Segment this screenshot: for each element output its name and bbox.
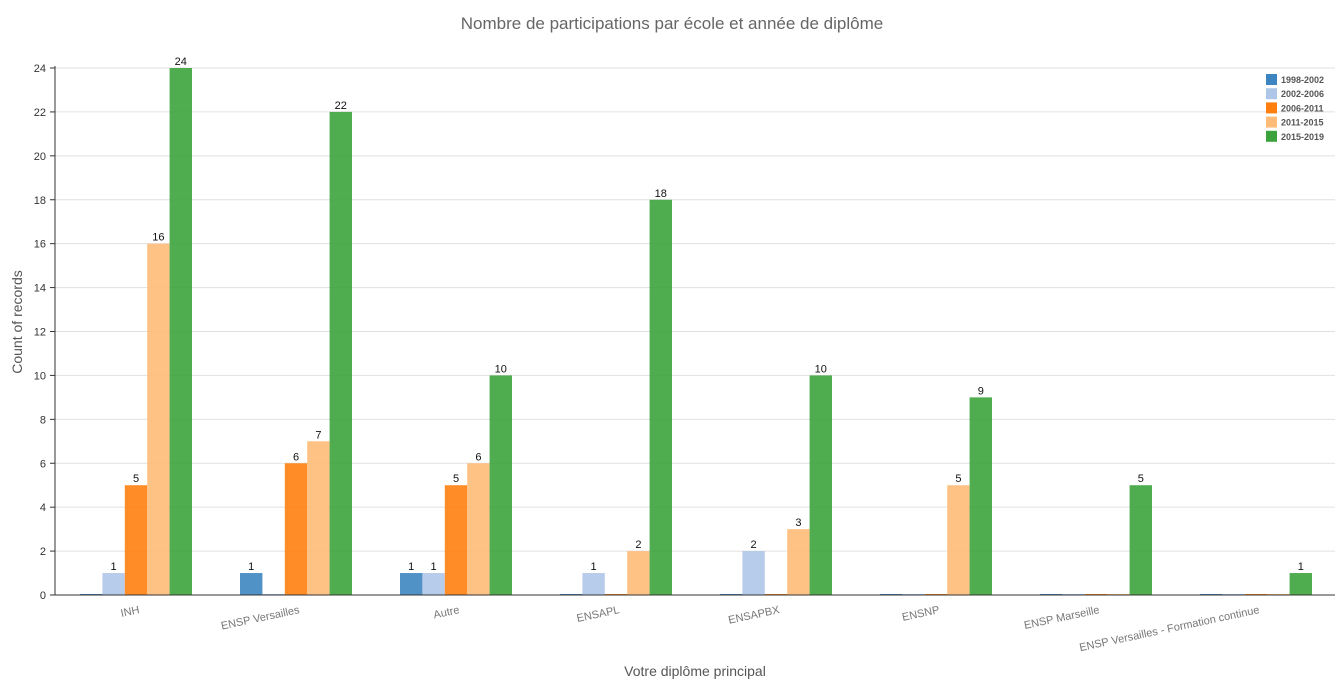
bar-2006-2011[interactable] xyxy=(444,485,468,595)
bar-2011-2015[interactable] xyxy=(467,463,490,595)
x-tick-label: ENSP Versailles xyxy=(220,604,301,632)
data-label: 3 xyxy=(795,517,801,529)
bar-2015-2019[interactable] xyxy=(969,397,992,595)
y-tick-label: 14 xyxy=(34,283,46,295)
data-label: 1 xyxy=(1298,561,1304,573)
y-tick-label: 16 xyxy=(34,239,46,251)
y-tick-label: 8 xyxy=(40,414,46,426)
bar-2015-2019[interactable] xyxy=(1289,573,1312,595)
legend: 1998-2002 2002-2006 2006-2011 2011-2015 2015… xyxy=(1266,74,1324,142)
x-tick-label: INH xyxy=(120,604,141,620)
data-label: 18 xyxy=(655,188,667,200)
x-tick-label: ENSAPL xyxy=(576,604,621,625)
bar-2011-2015[interactable] xyxy=(147,243,170,595)
legend-label[interactable]: 2015-2019 xyxy=(1281,132,1324,142)
data-label: 2 xyxy=(635,539,641,551)
data-label: 1 xyxy=(111,561,117,573)
bar-2011-2015[interactable] xyxy=(787,529,810,595)
bar-2015-2019[interactable] xyxy=(649,199,672,595)
legend-label[interactable]: 2011-2015 xyxy=(1281,118,1324,128)
data-label: 5 xyxy=(453,473,459,485)
y-tick-label: 6 xyxy=(40,458,46,470)
data-label: 10 xyxy=(495,363,507,375)
x-tick-label: ENSNP xyxy=(901,604,941,624)
y-axis-label: Count of records xyxy=(9,270,25,374)
y-tick-label: 18 xyxy=(34,195,46,207)
y-tick-label: 24 xyxy=(34,63,46,75)
data-label: 5 xyxy=(1138,473,1144,485)
legend-label[interactable]: 2006-2011 xyxy=(1281,103,1324,113)
bar-2015-2019[interactable] xyxy=(329,111,352,596)
bar-2002-2006[interactable] xyxy=(422,573,445,595)
y-tick-label: 2 xyxy=(40,546,46,558)
bar-2002-2006[interactable] xyxy=(582,573,605,595)
data-label: 5 xyxy=(955,473,961,485)
chart-title: Nombre de participations par école et an… xyxy=(461,14,883,33)
x-tick-label: ENSP Marseille xyxy=(1023,604,1101,632)
bars xyxy=(80,68,1312,596)
legend-swatch[interactable] xyxy=(1266,74,1277,85)
data-label: 24 xyxy=(175,56,187,68)
legend-swatch[interactable] xyxy=(1266,88,1277,100)
bar-2006-2011[interactable] xyxy=(124,485,148,595)
data-label: 5 xyxy=(133,473,139,485)
data-label: 7 xyxy=(315,429,321,441)
legend-label[interactable]: 1998-2002 xyxy=(1281,75,1324,85)
data-label: 6 xyxy=(475,451,481,463)
bar-2011-2015[interactable] xyxy=(307,441,330,595)
gridlines xyxy=(55,67,1335,552)
y-tick-label: 4 xyxy=(40,502,46,514)
y-tick-label: 20 xyxy=(34,151,46,163)
data-label: 9 xyxy=(978,385,984,397)
data-label: 1 xyxy=(591,561,597,573)
bar-2002-2006[interactable] xyxy=(742,551,765,595)
data-label: 1 xyxy=(248,561,254,573)
bar-2015-2019[interactable] xyxy=(489,375,512,595)
data-label: 1 xyxy=(408,561,414,573)
bar-1998-2002[interactable] xyxy=(240,573,263,595)
bar-2006-2011[interactable] xyxy=(284,463,308,595)
legend-swatch[interactable] xyxy=(1266,102,1277,114)
legend-swatch[interactable] xyxy=(1266,116,1277,128)
data-label: 10 xyxy=(815,363,827,375)
legend-swatch[interactable] xyxy=(1266,130,1277,142)
x-tick-label: Autre xyxy=(432,604,460,621)
x-tick-label: ENSP Versailles - Formation continue xyxy=(1078,604,1260,654)
bar-2015-2019[interactable] xyxy=(809,375,832,595)
x-axis-label: Votre diplôme principal xyxy=(624,663,766,679)
data-label: 16 xyxy=(152,232,164,244)
y-tick-label: 10 xyxy=(34,370,46,382)
bar-1998-2002[interactable] xyxy=(400,573,423,595)
x-tick-label: ENSAPBX xyxy=(727,604,781,627)
data-label: 22 xyxy=(335,100,347,112)
y-tick-label: 22 xyxy=(34,107,46,119)
data-label: 6 xyxy=(293,451,299,463)
bar-2015-2019[interactable] xyxy=(1129,485,1152,595)
y-tick-label: 12 xyxy=(34,327,46,339)
bar-2011-2015[interactable] xyxy=(627,551,650,595)
bar-2002-2006[interactable] xyxy=(102,573,125,595)
bar-2011-2015[interactable] xyxy=(947,485,970,595)
data-label: 1 xyxy=(431,561,437,573)
data-label: 2 xyxy=(751,539,757,551)
legend-label[interactable]: 2002-2006 xyxy=(1281,89,1324,99)
y-tick-label: 0 xyxy=(40,590,46,602)
bar-2015-2019[interactable] xyxy=(169,68,192,595)
